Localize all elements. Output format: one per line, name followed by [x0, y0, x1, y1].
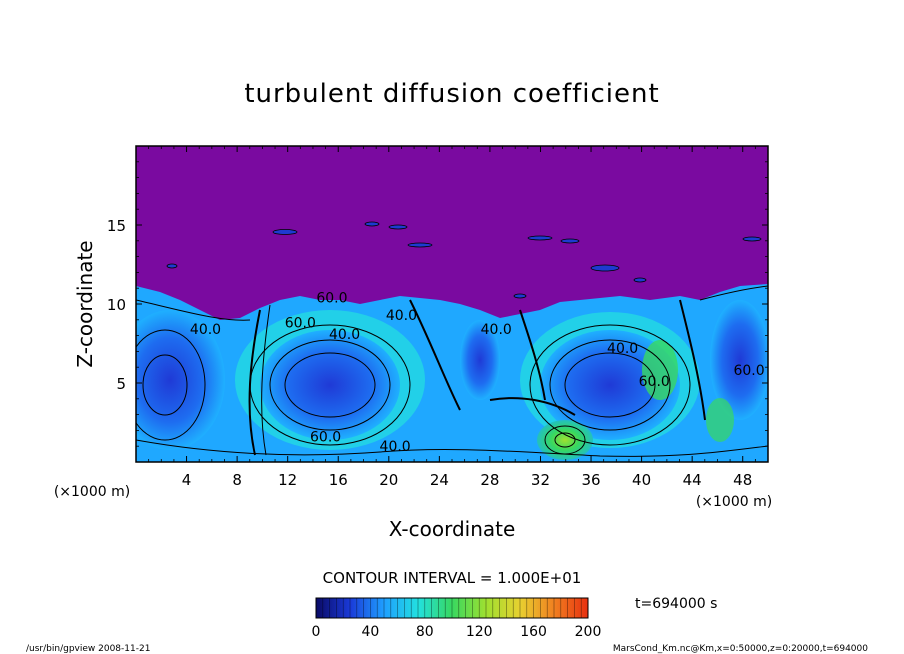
contour-label: 40.0 — [607, 341, 638, 357]
x-tick-label: 8 — [232, 471, 242, 489]
colorbar-tick-label: 120 — [466, 624, 493, 640]
heatmap-field — [136, 146, 768, 462]
y-axis-ticks: 5 10 15 — [107, 161, 768, 447]
contour-label: 60.0 — [316, 290, 347, 306]
y-tick-label: 15 — [107, 217, 126, 235]
contour-label: 60.0 — [733, 363, 764, 379]
contour-labels: 40.0 60.040.040.040.040.060.060.060.040.0… — [190, 290, 765, 455]
time-label: t=694000 s — [635, 596, 717, 612]
contour-label: 60.0 — [310, 429, 341, 445]
contour-interval: CONTOUR INTERVAL = 1.000E+01 — [323, 569, 582, 587]
x-unit-label: (×1000 m) — [696, 494, 772, 510]
contour-label: 40.0 — [386, 308, 417, 324]
colorbar-tick-label: 0 — [312, 624, 321, 640]
footer-right: MarsCond_Km.nc@Km,x=0:50000,z=0:20000,t=… — [613, 644, 868, 654]
contour-label: 60.0 — [285, 316, 316, 332]
contour-label: 60.0 — [639, 374, 670, 390]
contour-label: 40.0 — [190, 322, 221, 338]
colorbar-stripes — [322, 598, 582, 618]
upper-region — [136, 146, 768, 320]
colorbar-tick-label: 80 — [416, 624, 434, 640]
x-tick-label: 48 — [733, 471, 752, 489]
y-tick-label: 5 — [116, 375, 126, 393]
chart-title: turbulent diffusion coefficient — [244, 79, 659, 109]
contour-label: 40.0 — [380, 439, 411, 455]
x-tick-label: 16 — [329, 471, 348, 489]
contour-label: 40.0 — [481, 322, 512, 338]
colorbar-tick-label: 40 — [361, 624, 379, 640]
x-tick-label: 4 — [182, 471, 192, 489]
x-tick-label: 40 — [632, 471, 651, 489]
x-tick-label: 28 — [480, 471, 499, 489]
x-tick-label: 36 — [581, 471, 600, 489]
x-tick-label: 12 — [278, 471, 297, 489]
z-unit-label: (×1000 m) — [54, 484, 130, 500]
x-axis-ticks: 4 8 12 16 20 24 28 32 36 40 44 48 — [148, 146, 756, 489]
y-tick-label: 10 — [107, 296, 126, 314]
colorbar-tick-label: 160 — [520, 624, 547, 640]
x-tick-label: 24 — [430, 471, 449, 489]
colorbar-tick-label: 200 — [575, 624, 602, 640]
y-axis-label: Z-coordinate — [73, 240, 97, 367]
x-tick-label: 32 — [531, 471, 550, 489]
colorbar-ticks: 0 40 80 120 160 200 — [312, 624, 602, 640]
x-tick-label: 20 — [379, 471, 398, 489]
x-tick-label: 44 — [683, 471, 702, 489]
footer-left: /usr/bin/gpview 2008-11-21 — [26, 644, 150, 654]
contour-label: 40.0 — [329, 327, 360, 343]
x-axis-label: X-coordinate — [389, 517, 516, 541]
